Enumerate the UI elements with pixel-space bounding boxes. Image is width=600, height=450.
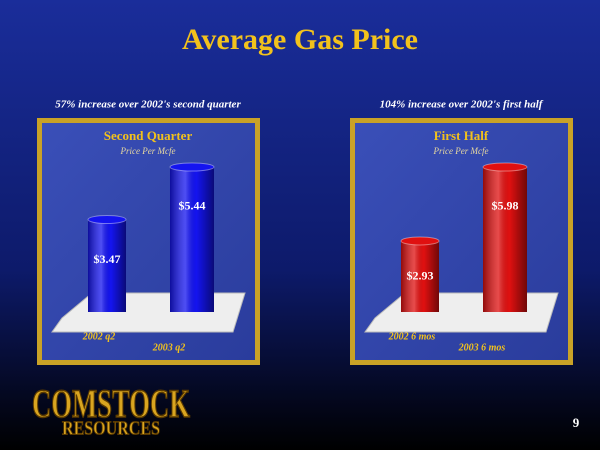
value-label: $3.47 bbox=[94, 252, 121, 266]
slide-title: Average Gas Price bbox=[182, 23, 418, 56]
bar-shade bbox=[170, 167, 214, 312]
chart: 104% increase over 2002's first half Firs… bbox=[350, 99, 573, 365]
logo-line1: COMSTOCK bbox=[32, 381, 190, 426]
value-label: $5.98 bbox=[492, 198, 519, 212]
bar-shade bbox=[88, 219, 126, 312]
bar-shade bbox=[401, 240, 439, 312]
bar-cap bbox=[482, 162, 528, 172]
value-label: $5.44 bbox=[179, 198, 206, 212]
page-number: 9 bbox=[573, 415, 580, 430]
x-tick-label: 2002 q2 bbox=[82, 331, 116, 342]
chart-title: Second Quarter bbox=[104, 128, 193, 143]
chart-caption: 104% increase over 2002's first half bbox=[380, 99, 544, 111]
bar-shade bbox=[483, 167, 527, 312]
chart-subtitle: Price Per Mcfe bbox=[120, 146, 176, 156]
value-label: $2.93 bbox=[407, 269, 434, 283]
x-tick-label: 2003 6 mos bbox=[458, 342, 506, 353]
x-tick-label: 2002 6 mos bbox=[388, 331, 436, 342]
logo-line2: RESOURCES bbox=[62, 418, 160, 440]
chart-title: First Half bbox=[434, 128, 489, 143]
bar-cap bbox=[169, 162, 215, 172]
bar-cap bbox=[87, 215, 127, 225]
chart: 57% increase over 2002's second quarter S… bbox=[37, 99, 260, 365]
chart-subtitle: Price Per Mcfe bbox=[433, 146, 489, 156]
chart-caption: 57% increase over 2002's second quarter bbox=[55, 99, 241, 111]
x-tick-label: 2003 q2 bbox=[152, 342, 186, 353]
logo: COMSTOCK RESOURCES bbox=[31, 380, 191, 440]
bar-cap bbox=[400, 236, 440, 246]
